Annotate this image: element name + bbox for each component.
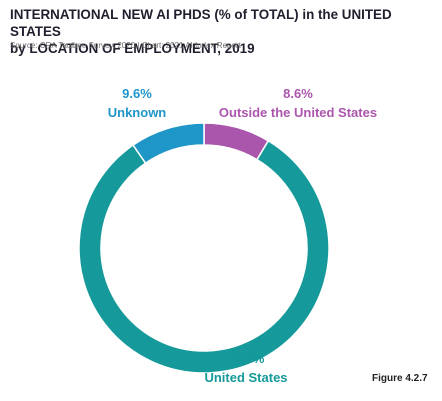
slice-value-label-unknown: 9.6% xyxy=(122,86,152,101)
slice-name-label-unknown: Unknown xyxy=(108,105,167,120)
slice-name-label-united-states: United States xyxy=(204,370,287,385)
slice-value-label-outside-the-united-states: 8.6% xyxy=(283,86,313,101)
donut-slices xyxy=(78,122,330,374)
slice-value-label-united-states: 81.8% xyxy=(228,351,265,366)
slice-outside-the-united-states xyxy=(203,122,270,161)
chart-title: INTERNATIONAL NEW AI PHDS (% of TOTAL) i… xyxy=(10,6,438,57)
slice-unknown xyxy=(132,122,205,165)
slice-name-label-outside-the-united-states: Outside the United States xyxy=(219,105,377,120)
slice-united-states xyxy=(78,139,330,374)
chart-title-line2: by LOCATION OF EMPLOYMENT, 2019 xyxy=(10,41,255,56)
figure-label: Figure 4.2.7 xyxy=(372,373,428,384)
chart-title-line1: INTERNATIONAL NEW AI PHDS (% of TOTAL) i… xyxy=(10,7,392,39)
chart-source: Source: CRA Taulbee Survey, 2020 | Chart… xyxy=(10,41,241,50)
donut-labels: 8.6% Outside the United States 81.8% United… xyxy=(108,86,377,385)
